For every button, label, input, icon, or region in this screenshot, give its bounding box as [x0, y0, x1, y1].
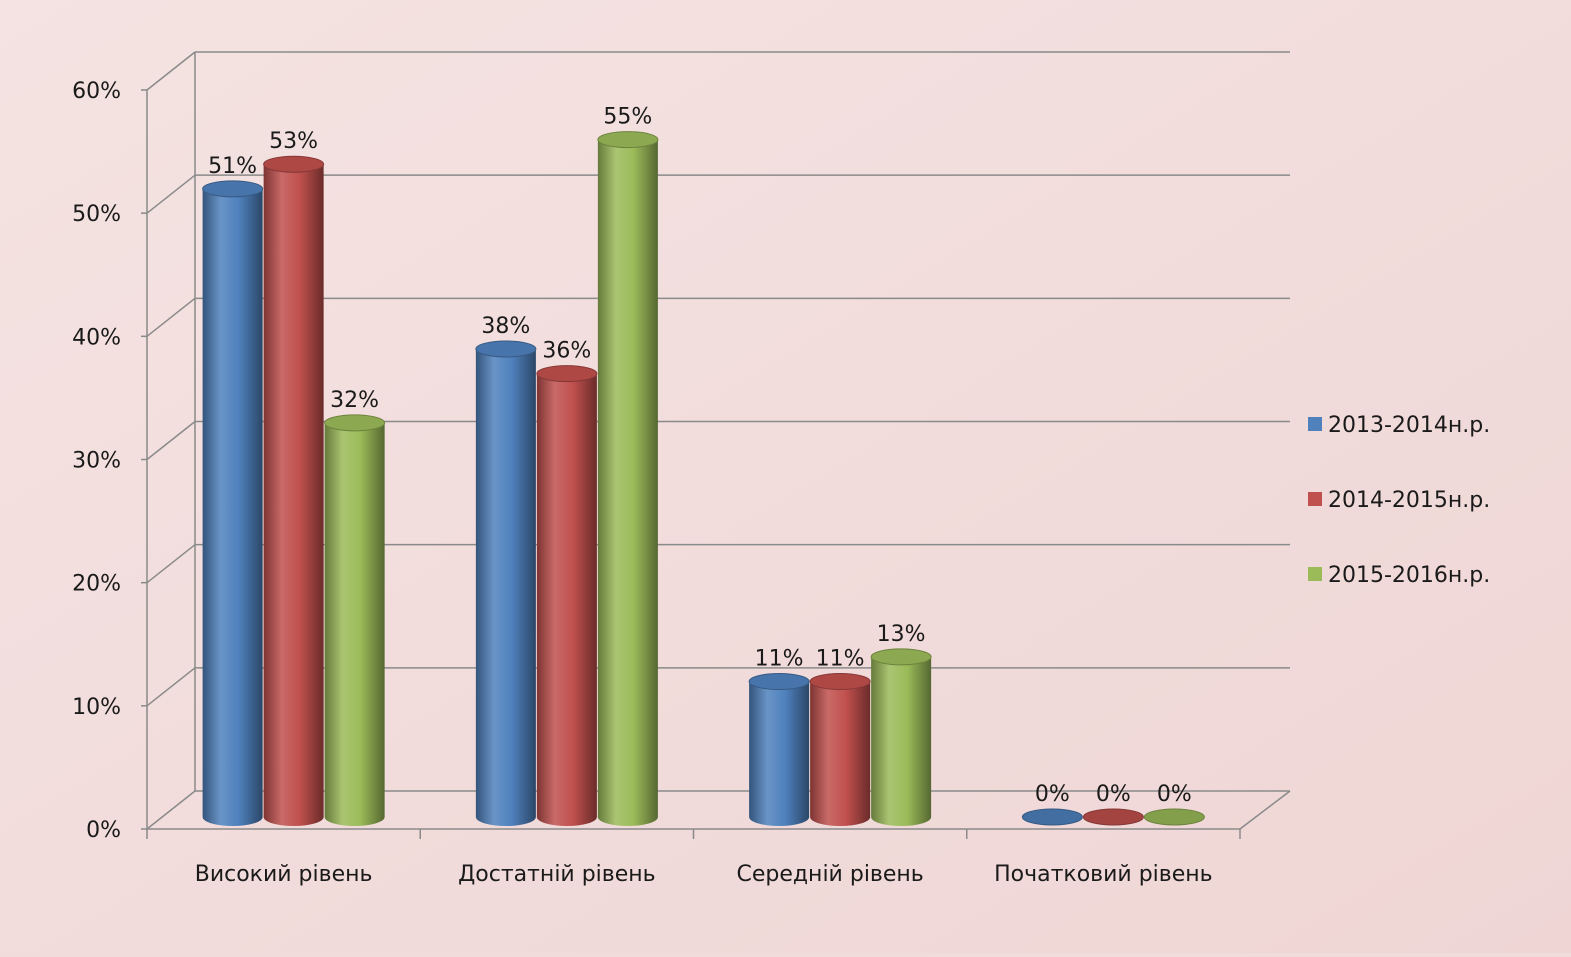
- bar-top: [475, 340, 537, 358]
- data-label: 32%: [330, 388, 379, 413]
- legend-label: 2015-2016н.р.: [1328, 563, 1490, 588]
- data-label: 11%: [755, 647, 804, 672]
- bar-top: [1143, 808, 1205, 826]
- y-tick-label: 20%: [72, 572, 121, 597]
- bar-top: [536, 365, 598, 383]
- bar-body: [597, 139, 658, 827]
- gridline-depth: [146, 667, 196, 707]
- bar-top: [870, 648, 932, 666]
- bar: [870, 648, 932, 826]
- y-tick-label: 10%: [72, 695, 121, 720]
- bar: [475, 340, 537, 826]
- legend-label: 2014-2015н.р.: [1328, 488, 1490, 513]
- legend-item: 2013-2014н.р.: [1308, 413, 1490, 438]
- labels-layer: 0% 10% 20% 30% 40% 50% 60% Високий рівень Достат…: [72, 79, 1213, 887]
- y-tick-label: 0%: [86, 818, 121, 843]
- y-tick-label: 40%: [72, 325, 121, 350]
- bar-top: [202, 180, 264, 198]
- x-tick-label: Початковий рівень: [994, 862, 1213, 887]
- bar-top: [809, 673, 871, 691]
- y-tick-label: 30%: [72, 449, 121, 474]
- legend-swatch: [1308, 567, 1322, 581]
- data-label: 11%: [816, 647, 865, 672]
- legend-swatch: [1308, 492, 1322, 506]
- gridline-depth: [146, 297, 196, 337]
- bar: [263, 155, 325, 826]
- bar: [324, 414, 386, 826]
- data-label: 53%: [269, 129, 318, 154]
- data-label: 13%: [877, 622, 926, 647]
- gridline-depth: [146, 544, 196, 584]
- bar: [748, 673, 810, 826]
- legend-label: 2013-2014н.р.: [1328, 413, 1490, 438]
- floor-right-edge: [1239, 790, 1291, 830]
- bar-top: [597, 131, 659, 149]
- bar-body: [324, 422, 385, 826]
- bar: [809, 673, 871, 826]
- x-tick-label: Достатній рівень: [458, 862, 656, 887]
- data-label: 0%: [1157, 782, 1192, 807]
- gridline-depth: [146, 174, 196, 214]
- legend-item: 2014-2015н.р.: [1308, 488, 1490, 513]
- legend-swatch: [1308, 417, 1322, 431]
- bar: [597, 131, 659, 827]
- bar-top: [263, 155, 325, 173]
- data-label: 0%: [1096, 782, 1131, 807]
- y-tick-label: 60%: [72, 79, 121, 104]
- bar-body: [810, 681, 871, 826]
- x-tick-label: Середній рівень: [736, 862, 923, 887]
- bar-top: [1021, 808, 1083, 826]
- data-label: 36%: [542, 339, 591, 364]
- bar: [1082, 808, 1144, 826]
- data-label: 55%: [603, 105, 652, 130]
- data-label: 0%: [1035, 782, 1070, 807]
- bar-body: [536, 373, 597, 826]
- legend: 2013-2014н.р. 2014-2015н.р. 2015-2016н.р.: [1308, 413, 1490, 588]
- bar-top: [324, 414, 386, 432]
- bar: [536, 365, 598, 826]
- x-tick-label: Високий рівень: [195, 862, 373, 887]
- bar-body: [263, 164, 324, 826]
- bar: [202, 180, 264, 827]
- bar-body: [202, 188, 263, 827]
- y-tick-label: 50%: [72, 202, 121, 227]
- gridline-depth: [146, 420, 196, 461]
- bars-layer: [202, 131, 1205, 827]
- legend-item: 2015-2016н.р.: [1308, 563, 1490, 588]
- gridline-depth: [146, 51, 196, 91]
- bar-top: [748, 673, 810, 691]
- bar-body: [475, 348, 536, 826]
- bar-body: [871, 656, 932, 826]
- data-label: 38%: [481, 314, 530, 339]
- data-label: 51%: [208, 154, 257, 179]
- bar-body: [749, 681, 810, 826]
- bar-top: [1082, 808, 1144, 826]
- bar: [1143, 808, 1205, 826]
- bar: [1021, 808, 1083, 826]
- gridline-depth: [146, 790, 196, 830]
